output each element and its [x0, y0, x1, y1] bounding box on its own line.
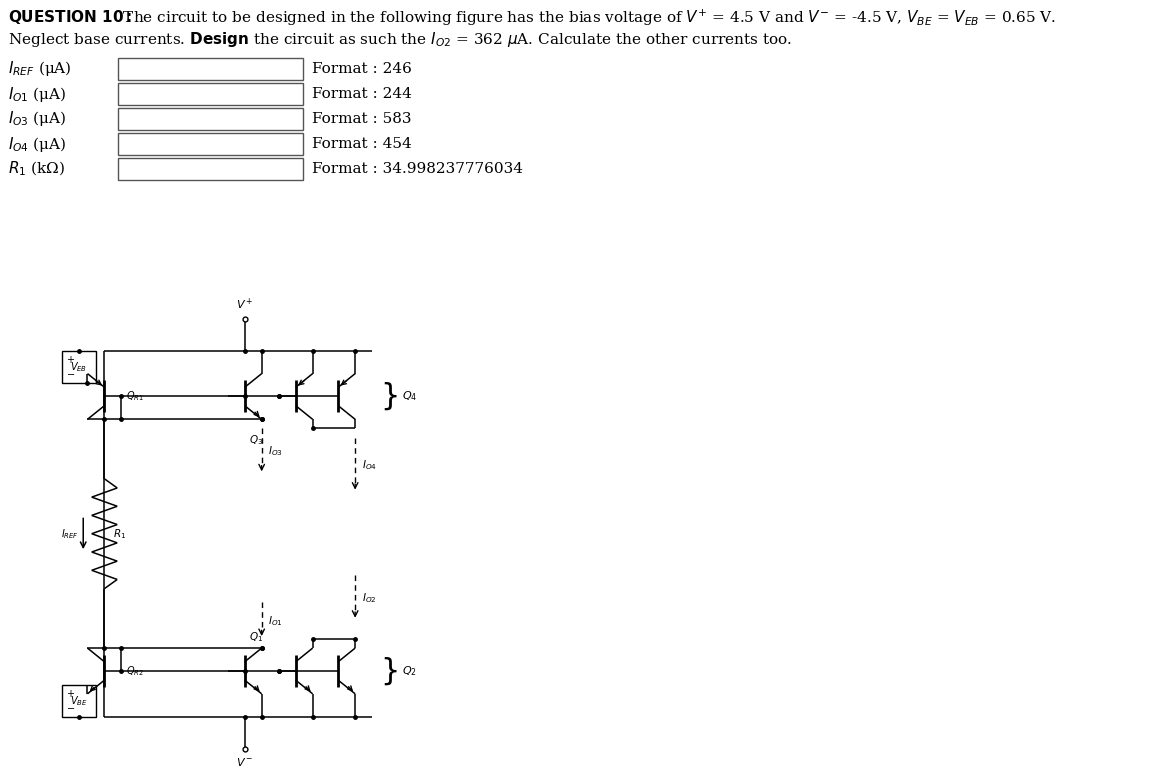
- Text: $V_{EB}$: $V_{EB}$: [70, 360, 87, 374]
- Text: $V^+$: $V^+$: [236, 296, 254, 312]
- Text: $Q_1$: $Q_1$: [249, 630, 263, 644]
- Text: }: }: [381, 656, 400, 686]
- Text: }: }: [381, 382, 400, 411]
- Bar: [118, 108, 303, 130]
- Text: Format : 246: Format : 246: [312, 62, 412, 76]
- Text: $I_{O1}$: $I_{O1}$: [268, 614, 283, 627]
- Bar: [62, 685, 95, 716]
- Text: Format : 244: Format : 244: [312, 87, 412, 101]
- Text: Format : 34.998237776034: Format : 34.998237776034: [312, 162, 523, 176]
- Text: $Q_4$: $Q_4$: [402, 389, 417, 404]
- Text: Format : 454: Format : 454: [312, 137, 412, 151]
- Text: $R_1$ (kΩ): $R_1$ (kΩ): [8, 160, 65, 178]
- Bar: [118, 58, 303, 80]
- Text: The circuit to be designed in the following figure has the bias voltage of $V^{+: The circuit to be designed in the follow…: [118, 8, 1056, 28]
- Text: $-$: $-$: [66, 702, 76, 712]
- Bar: [118, 158, 303, 180]
- Text: $V_{BE}$: $V_{BE}$: [70, 694, 87, 708]
- Text: $I_{O4}$: $I_{O4}$: [362, 458, 376, 472]
- Text: Neglect base currents. $\mathbf{Design}$ the circuit as such the $I_{O2}$ = 362 : Neglect base currents. $\mathbf{Design}$…: [8, 30, 793, 49]
- Text: $V^-$: $V^-$: [236, 755, 254, 768]
- Bar: [62, 350, 95, 382]
- Text: $I_{REF}$: $I_{REF}$: [61, 527, 79, 540]
- Text: $I_{O3}$: $I_{O3}$: [268, 444, 283, 458]
- Text: $I_{O2}$: $I_{O2}$: [362, 591, 376, 604]
- Text: $Q_{R1}$: $Q_{R1}$: [126, 389, 143, 404]
- Text: $Q_{R2}$: $Q_{R2}$: [126, 664, 143, 678]
- Text: Format : 583: Format : 583: [312, 112, 412, 126]
- Text: $-$: $-$: [66, 368, 76, 378]
- Text: $\mathbf{QUESTION\ 10:}$: $\mathbf{QUESTION\ 10:}$: [8, 8, 133, 26]
- Text: $I_{O1}$ (μA): $I_{O1}$ (μA): [8, 84, 66, 103]
- Text: +: +: [66, 355, 74, 365]
- Text: $Q_3$: $Q_3$: [249, 433, 263, 447]
- Text: $R_1$: $R_1$: [113, 527, 126, 540]
- Text: $I_{REF}$ (μA): $I_{REF}$ (μA): [8, 59, 72, 78]
- Text: $Q_2$: $Q_2$: [402, 664, 417, 678]
- Text: $I_{O3}$ (μA): $I_{O3}$ (μA): [8, 109, 66, 128]
- Text: $I_{O4}$ (μA): $I_{O4}$ (μA): [8, 135, 66, 153]
- Bar: [118, 83, 303, 105]
- Text: +: +: [66, 689, 74, 699]
- Bar: [118, 133, 303, 155]
